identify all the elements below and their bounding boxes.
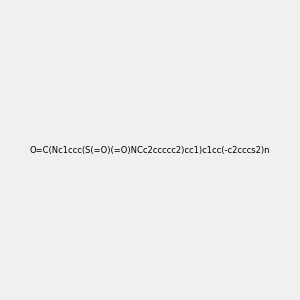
- Text: O=C(Nc1ccc(S(=O)(=O)NCc2ccccc2)cc1)c1cc(-c2cccs2)n: O=C(Nc1ccc(S(=O)(=O)NCc2ccccc2)cc1)c1cc(…: [30, 146, 270, 154]
